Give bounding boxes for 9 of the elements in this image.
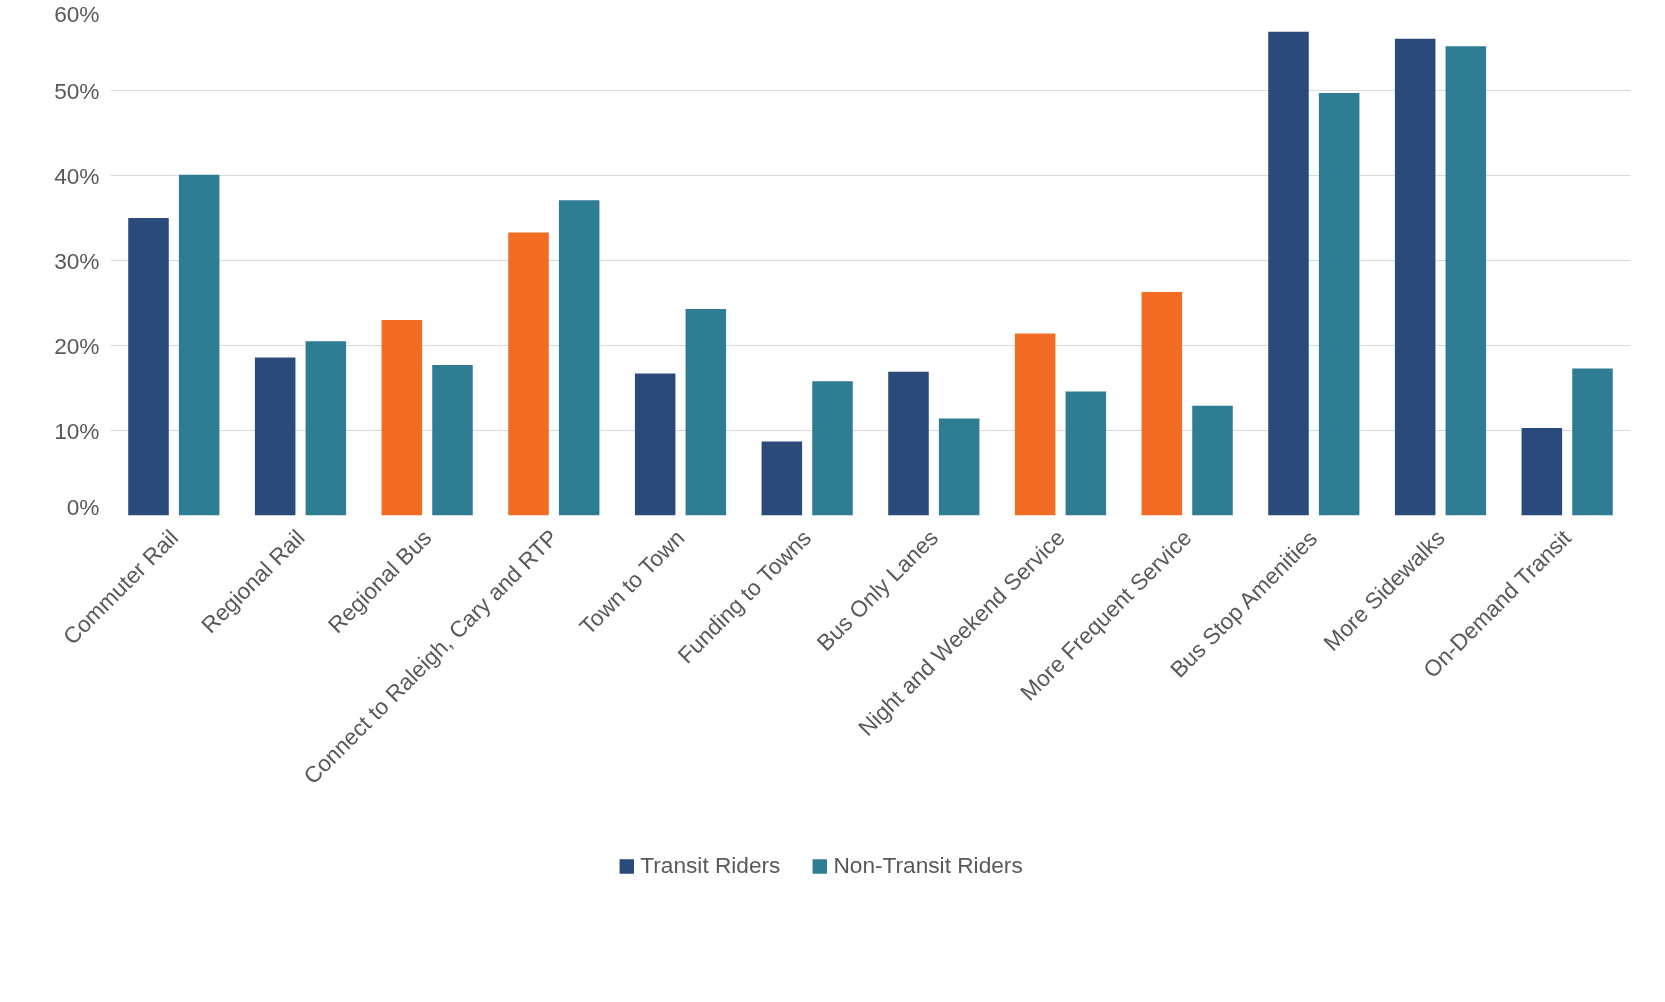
y-tick-label: 50% <box>54 77 100 104</box>
y-tick-label: 10% <box>54 417 100 444</box>
y-tick-label: 30% <box>54 247 100 274</box>
y-tick-label: 20% <box>54 332 100 359</box>
y-tick-label: 0% <box>66 493 100 520</box>
legend-label: Transit Riders <box>640 852 781 879</box>
y-tick-label: 40% <box>54 162 100 189</box>
legend-label: Non-Transit Riders <box>833 852 1023 879</box>
y-tick-label: 60% <box>54 0 100 27</box>
